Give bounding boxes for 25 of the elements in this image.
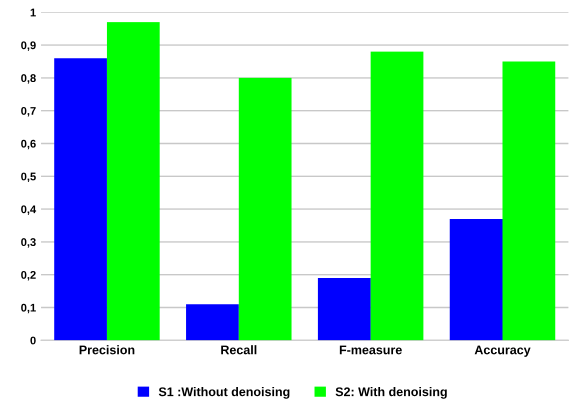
- x-tick-label: F-measure: [340, 346, 402, 354]
- y-tick-label: 0,2: [21, 270, 36, 280]
- bar: [450, 218, 502, 340]
- y-tick-label: 0,4: [21, 205, 36, 215]
- y-tick-label: 0,7: [21, 106, 36, 116]
- bar: [106, 22, 160, 340]
- y-tick-label: 0,5: [21, 172, 36, 182]
- x-tick-label: Precision: [80, 345, 134, 354]
- bar: [186, 304, 239, 340]
- y-tick-label: 0,3: [21, 238, 36, 248]
- bar: [54, 58, 107, 340]
- x-tick-label: Accuracy: [474, 346, 531, 357]
- y-tick-label: 0,6: [21, 140, 36, 150]
- y-tick-label: 0,8: [21, 74, 36, 84]
- y-tick-label: 0: [30, 336, 36, 344]
- bar: [238, 78, 292, 340]
- bar: [502, 62, 556, 340]
- bar: [370, 52, 424, 340]
- y-tick-label: 0,1: [21, 304, 36, 314]
- y-tick-label: 0,9: [21, 41, 36, 51]
- legend-label: S2: With denoising: [336, 387, 447, 399]
- legend-label: S1 :Without denoising: [158, 387, 290, 399]
- x-tick-label: Recall: [221, 345, 256, 354]
- y-tick-label: 1: [30, 8, 36, 16]
- bar: [318, 278, 371, 340]
